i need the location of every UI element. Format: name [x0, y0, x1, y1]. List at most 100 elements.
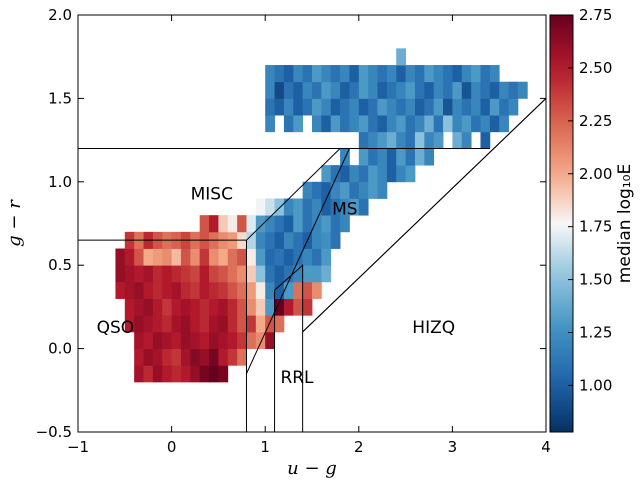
heatmap-cell	[209, 331, 219, 349]
heatmap-cell	[293, 231, 304, 249]
heatmap-cell	[274, 98, 285, 116]
heatmap-cell	[358, 115, 369, 133]
heatmap-cell	[489, 81, 500, 99]
heatmap-cell	[143, 265, 154, 283]
heatmap-cell	[227, 298, 238, 316]
heatmap-cell	[340, 181, 350, 199]
heatmap-cell	[499, 115, 509, 133]
heatmap-cell	[115, 248, 126, 266]
heatmap-cell	[489, 65, 500, 83]
heatmap-cell	[349, 198, 360, 216]
heatmap-cell	[265, 98, 275, 116]
heatmap-cell	[227, 348, 238, 366]
region-label-rrl: RRL	[280, 368, 314, 388]
heatmap-cell	[377, 81, 388, 99]
heatmap-cell	[265, 331, 275, 349]
heatmap-cell	[209, 215, 219, 233]
heatmap-cell	[218, 298, 229, 316]
y-tick-label: 1.5	[48, 89, 72, 107]
y-axis-ticks: −0.5 0.0 0.5 1.0 1.5 2.0	[36, 6, 546, 441]
heatmap-cell	[396, 98, 406, 116]
x-tick-label: −1	[67, 438, 89, 456]
heatmap-cell	[199, 298, 210, 316]
heatmap-cell	[143, 248, 154, 266]
heatmap-cell	[377, 181, 388, 199]
heatmap-cell	[368, 115, 378, 133]
heatmap-cell	[321, 215, 332, 233]
heatmap-cell	[237, 348, 247, 366]
heatmap-cell	[340, 198, 350, 216]
heatmap-cell	[312, 248, 322, 266]
heatmap-cell	[424, 98, 435, 116]
heatmap-cell	[227, 315, 238, 333]
heatmap-cell	[190, 348, 201, 366]
heatmap-cell	[124, 265, 135, 283]
heatmap-cell	[489, 98, 500, 116]
heatmap-cell	[368, 181, 378, 199]
heatmap-cell	[180, 348, 191, 366]
heatmap-cell	[414, 115, 425, 133]
heatmap-cell	[199, 331, 210, 349]
heatmap-cell	[424, 131, 435, 149]
heatmap-cell	[480, 115, 491, 133]
heatmap-cell	[377, 165, 388, 183]
x-axis-ticks: −1 0 1 2 3 4	[67, 15, 551, 456]
heatmap-cell	[405, 98, 416, 116]
heatmap-cell	[358, 181, 369, 199]
heatmap-cell	[246, 331, 257, 349]
heatmap-cell	[433, 65, 444, 83]
heatmap-cell	[349, 98, 360, 116]
heatmap-cell	[283, 298, 294, 316]
heatmap-cell	[199, 281, 210, 299]
heatmap-cell	[471, 98, 481, 116]
heatmap-cell	[424, 115, 435, 133]
heatmap-cell	[424, 81, 435, 99]
heatmap-cell	[508, 98, 519, 116]
heatmap-cell	[255, 248, 266, 266]
heatmap-cell	[471, 65, 481, 83]
heatmap-cell	[471, 115, 481, 133]
heatmap-cell	[190, 331, 201, 349]
colorbar-tick-label: 1.75	[579, 218, 612, 236]
heatmap-cell	[321, 198, 332, 216]
heatmap-cell	[124, 298, 135, 316]
heatmap-cell	[461, 65, 472, 83]
heatmap-cell	[377, 65, 388, 83]
heatmap-cell	[283, 231, 294, 249]
heatmap-cell	[115, 265, 126, 283]
heatmap-cell	[237, 331, 247, 349]
heatmap-cell	[330, 215, 341, 233]
heatmap-cell	[237, 248, 247, 266]
heatmap-cell	[358, 198, 369, 216]
heatmap-cell	[180, 315, 191, 333]
heatmap-cell	[283, 281, 294, 299]
heatmap-cell	[349, 165, 360, 183]
heatmap-cell	[134, 281, 144, 299]
heatmap-cell	[265, 265, 275, 283]
heatmap-cell	[171, 315, 182, 333]
heatmap-cell	[452, 81, 463, 99]
heatmap-cell	[293, 265, 304, 283]
heatmap-cell	[162, 348, 172, 366]
heatmap-cell	[162, 365, 172, 383]
heatmap-cell	[190, 281, 201, 299]
x-tick-label: 1	[260, 438, 270, 456]
heatmap-cell	[152, 265, 163, 283]
region-boundaries	[78, 98, 547, 432]
heatmap-cell	[152, 298, 163, 316]
heatmap-cell	[265, 298, 275, 316]
heatmap-cell	[433, 131, 444, 149]
heatmap-cell	[312, 281, 322, 299]
heatmap-cell	[368, 131, 378, 149]
heatmap-cell	[274, 215, 285, 233]
heatmap-cell	[349, 81, 360, 99]
heatmap-cell	[274, 65, 285, 83]
heatmap-cell	[443, 65, 453, 83]
heatmap-cell	[143, 365, 154, 383]
heatmap-cell	[405, 165, 416, 183]
heatmap-cell	[424, 148, 435, 166]
region-boundary-line	[302, 98, 547, 333]
region-label-qso: QSO	[97, 318, 135, 338]
heatmap-cell	[199, 315, 210, 333]
heatmap-cell	[124, 315, 135, 333]
